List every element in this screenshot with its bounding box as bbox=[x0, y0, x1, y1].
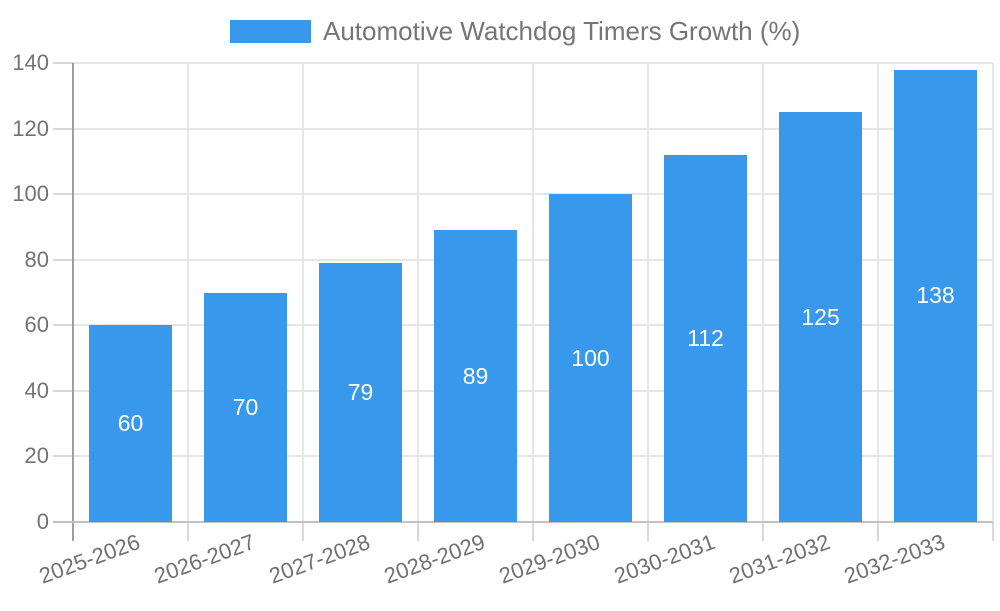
y-tick-label: 20 bbox=[24, 443, 49, 469]
y-tick-label: 60 bbox=[24, 312, 49, 338]
bar-value-label: 100 bbox=[571, 344, 610, 371]
bar-2030-2031[interactable]: 112 bbox=[664, 154, 747, 522]
bar-value-label: 138 bbox=[916, 282, 955, 309]
x-axis-tick bbox=[187, 522, 189, 541]
x-gridline bbox=[187, 63, 189, 522]
legend-label: Automotive Watchdog Timers Growth (%) bbox=[323, 16, 801, 46]
y-axis-tick bbox=[53, 455, 73, 458]
y-axis-tick bbox=[53, 127, 73, 130]
bar-2025-2026[interactable]: 60 bbox=[89, 325, 172, 522]
y-axis-tick bbox=[53, 389, 73, 392]
x-axis-tick bbox=[532, 522, 534, 541]
x-axis-tick bbox=[877, 522, 879, 541]
bar-value-label: 112 bbox=[687, 324, 724, 351]
bar-2028-2029[interactable]: 89 bbox=[434, 230, 517, 522]
x-gridline bbox=[532, 63, 534, 522]
x-axis-tick bbox=[992, 522, 994, 541]
bar-value-label: 70 bbox=[232, 393, 259, 420]
y-tick-label: 40 bbox=[24, 377, 49, 403]
y-tick-label: 0 bbox=[36, 509, 49, 534]
y-axis-tick bbox=[53, 258, 73, 261]
x-axis-line bbox=[53, 521, 993, 523]
bar-value-label: 79 bbox=[347, 378, 374, 405]
y-axis-tick bbox=[53, 324, 73, 327]
x-gridline bbox=[992, 63, 994, 522]
bar-value-label: 89 bbox=[462, 362, 489, 389]
y-tick-label: 80 bbox=[24, 246, 49, 272]
y-tick-label: 100 bbox=[12, 181, 49, 207]
bar-2029-2030[interactable]: 100 bbox=[549, 194, 632, 522]
y-axis-line bbox=[72, 63, 74, 541]
x-axis-tick bbox=[762, 522, 764, 541]
y-axis-tick bbox=[53, 193, 73, 196]
legend-item[interactable]: Automotive Watchdog Timers Growth (%) bbox=[230, 17, 800, 46]
x-gridline bbox=[762, 63, 764, 522]
bar-2032-2033[interactable]: 138 bbox=[894, 69, 977, 522]
legend-swatch bbox=[230, 20, 311, 43]
x-gridline bbox=[417, 63, 419, 522]
bar-value-label: 60 bbox=[117, 410, 144, 437]
x-gridline bbox=[647, 63, 649, 522]
bar-2031-2032[interactable]: 125 bbox=[779, 112, 862, 522]
y-axis-tick bbox=[53, 62, 73, 64]
bar-2026-2027[interactable]: 70 bbox=[204, 292, 287, 522]
bar-value-label: 125 bbox=[801, 303, 840, 330]
x-axis-tick bbox=[302, 522, 304, 541]
bar-2027-2028[interactable]: 79 bbox=[319, 262, 402, 522]
x-axis-tick bbox=[417, 522, 419, 541]
x-gridline bbox=[302, 63, 304, 522]
x-axis-tick bbox=[647, 522, 649, 541]
y-tick-label: 140 bbox=[12, 50, 49, 75]
x-gridline bbox=[877, 63, 879, 522]
y-tick-label: 120 bbox=[12, 115, 49, 141]
